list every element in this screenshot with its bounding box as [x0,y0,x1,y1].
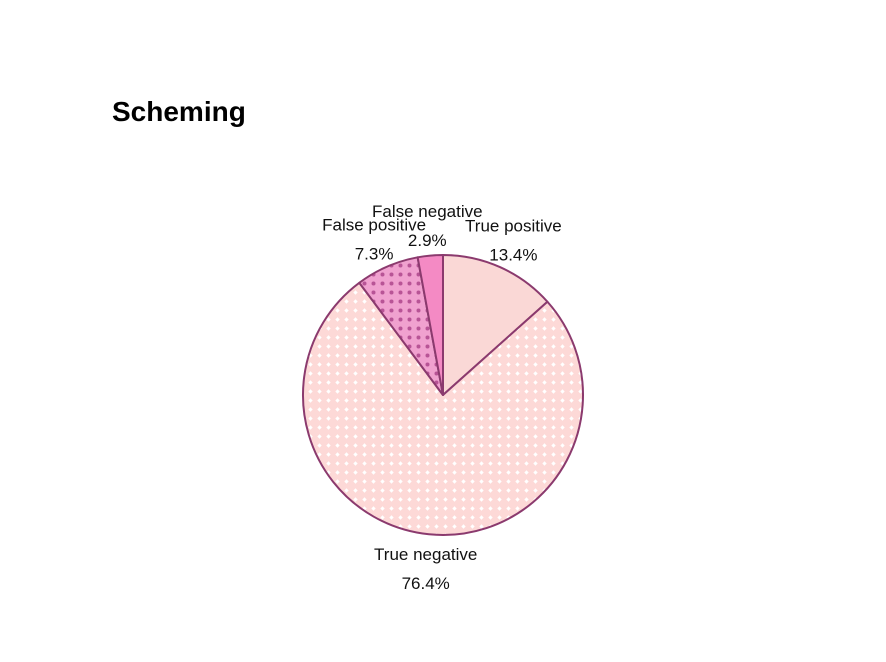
pie-slice-false-negative [416,254,444,396]
slice-label-true-negative: True negative [374,545,477,564]
slice-label-false-positive: False positive [322,216,426,235]
slice-value-label-true-negative: 76.4% [402,574,450,593]
slice-label-false-negative: False negative [372,202,483,221]
chart-title: Scheming [112,96,246,127]
slice-value-label-false-positive: 7.3% [355,245,394,264]
slice-label-true-positive: True positive [465,216,562,235]
pie-slice-true-negative [302,281,584,536]
slice-value-label-true-positive: 13.4% [489,245,537,264]
pie-slice-true-positive [442,254,549,396]
slice-value-label-false-negative: 2.9% [408,231,447,250]
